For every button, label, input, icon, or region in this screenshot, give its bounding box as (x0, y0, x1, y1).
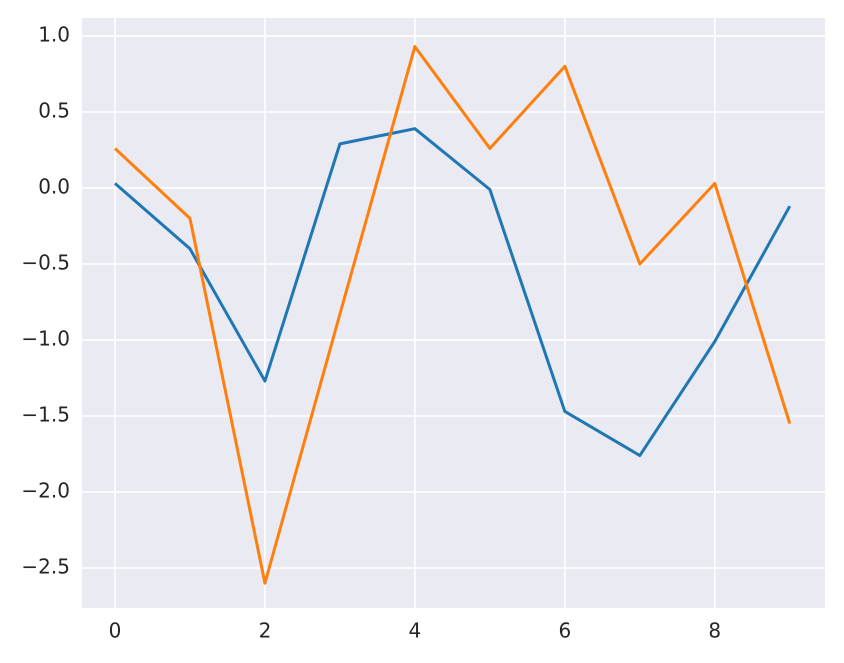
y-tick-label: 1.0 (38, 22, 70, 46)
y-tick-label: 0.5 (38, 98, 70, 122)
y-tick-label: −1.5 (21, 402, 70, 426)
x-tick-label: 6 (558, 619, 571, 643)
x-tick-label: 4 (409, 619, 422, 643)
y-tick-label: −1.0 (21, 326, 70, 350)
y-tick-label: −2.5 (21, 555, 70, 579)
series-line (113, 45, 792, 585)
y-tick-label: −2.0 (21, 479, 70, 503)
x-tick-label: 0 (109, 619, 122, 643)
series-line (114, 127, 792, 458)
y-tick-label: 0.0 (38, 174, 70, 198)
x-tick-label: 8 (708, 619, 721, 643)
y-tick-label: −0.5 (21, 250, 70, 274)
x-tick-label: 2 (259, 619, 272, 643)
plot-area (82, 18, 825, 608)
